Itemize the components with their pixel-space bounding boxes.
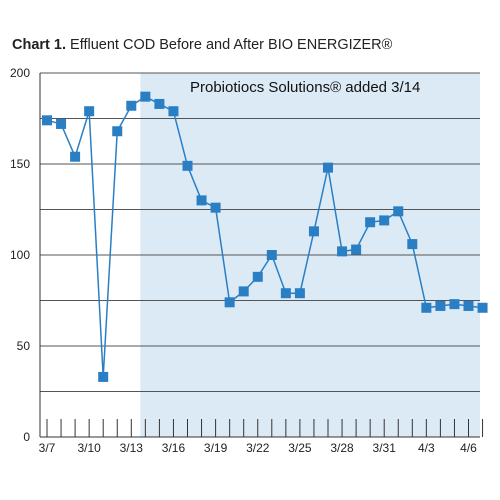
- data-point: [42, 115, 52, 126]
- data-point: [407, 239, 418, 250]
- data-point: [140, 91, 151, 102]
- data-point: [224, 297, 235, 308]
- data-point: [168, 106, 179, 117]
- x-tick-label: 3/25: [288, 441, 312, 455]
- data-point: [365, 217, 376, 228]
- data-point: [449, 299, 460, 310]
- data-point: [308, 226, 319, 237]
- data-point: [112, 126, 123, 137]
- chart-title-text: Effluent COD Before and After BIO ENERGI…: [70, 37, 393, 53]
- x-tick-label: 4/6: [460, 441, 477, 455]
- data-point: [463, 300, 474, 311]
- data-point: [210, 202, 221, 213]
- data-point: [323, 162, 333, 173]
- data-point: [252, 271, 263, 282]
- data-point: [351, 244, 362, 255]
- data-point: [70, 151, 81, 162]
- x-tick-label: 3/22: [246, 441, 270, 455]
- data-point: [56, 118, 67, 129]
- y-tick-label: 50: [17, 339, 31, 353]
- chart-title: Chart 1. Effluent COD Before and After B…: [12, 37, 392, 53]
- data-point: [182, 160, 193, 171]
- x-tick-label: 3/10: [77, 441, 101, 455]
- data-point: [126, 100, 137, 111]
- data-point: [98, 371, 109, 382]
- data-point: [84, 106, 95, 117]
- y-tick-label: 150: [10, 157, 30, 171]
- data-point: [294, 288, 305, 299]
- data-point: [196, 195, 207, 206]
- data-point: [337, 246, 348, 257]
- data-point: [435, 300, 446, 311]
- y-tick-label: 200: [10, 66, 30, 80]
- data-point: [379, 215, 390, 226]
- x-tick-label: 4/3: [418, 441, 435, 455]
- x-tick-label: 3/31: [373, 441, 397, 455]
- data-point: [266, 250, 277, 260]
- data-point: [154, 98, 165, 109]
- x-tick-label: 3/19: [204, 441, 228, 455]
- x-tick-label: 3/28: [330, 441, 354, 455]
- data-point: [393, 206, 404, 217]
- annotation-label: Probiotiocs Solutions® added 3/14: [190, 79, 420, 96]
- x-tick-label: 3/13: [120, 441, 144, 455]
- y-tick-label: 100: [10, 248, 30, 262]
- data-point: [477, 302, 488, 313]
- chart-title-prefix: Chart 1.: [12, 37, 66, 53]
- x-tick-label: 3/7: [39, 441, 56, 455]
- x-tick-label: 3/16: [162, 441, 186, 455]
- data-point: [421, 302, 432, 313]
- data-point: [238, 286, 249, 297]
- y-tick-label: 0: [23, 430, 30, 444]
- data-point: [280, 288, 291, 299]
